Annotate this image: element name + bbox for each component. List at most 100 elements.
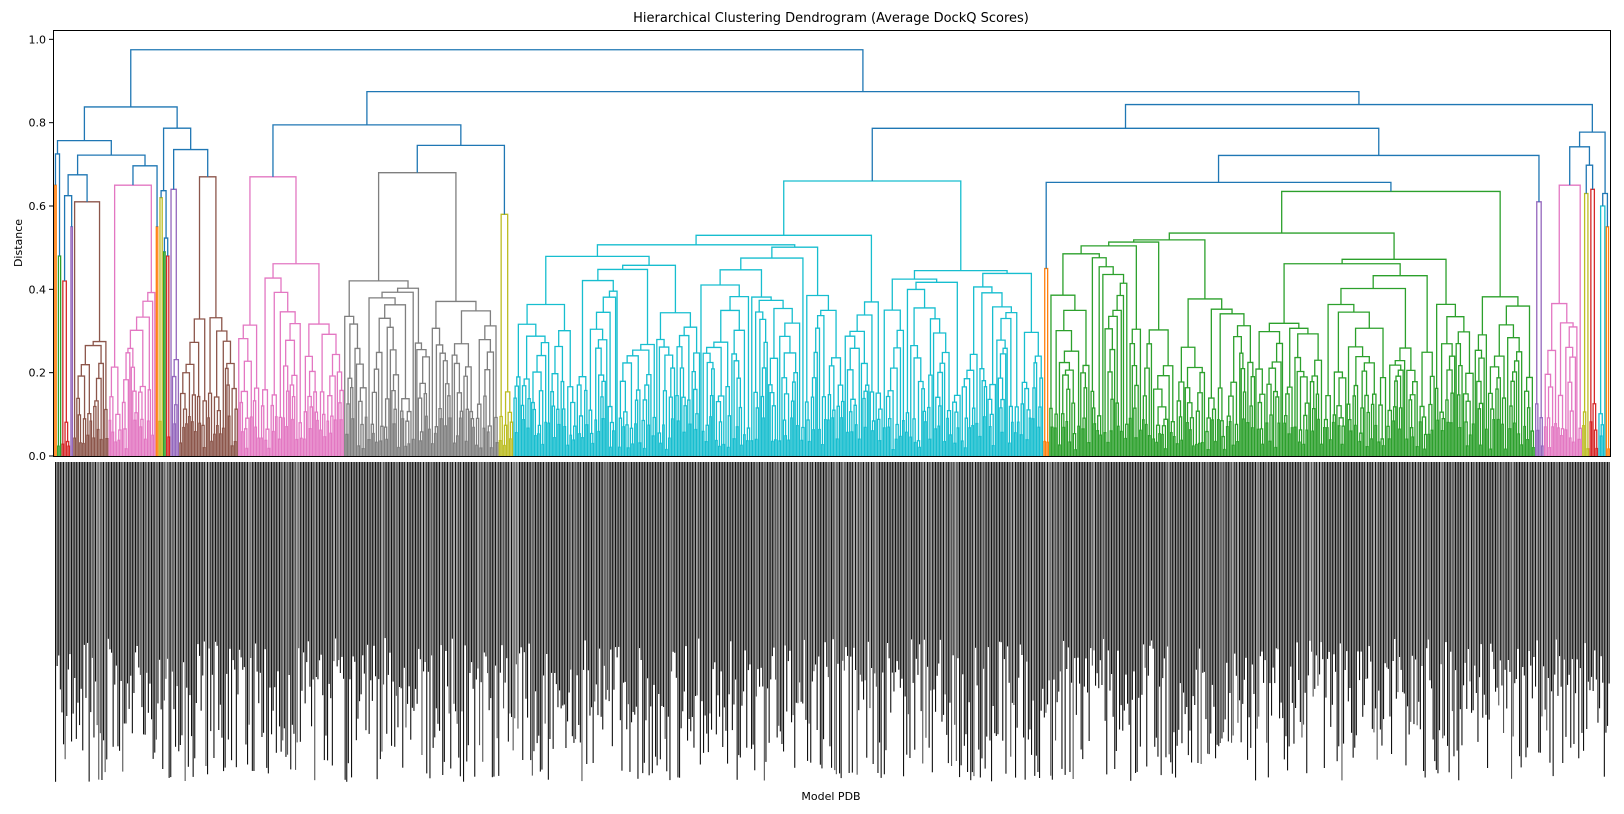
leaf-tick-label — [871, 462, 873, 668]
leaf-tick-label — [157, 462, 159, 704]
leaf-tick-label — [451, 462, 453, 639]
leaf-tick-label — [178, 462, 180, 752]
leaf-tick-label — [1461, 462, 1463, 746]
leaf-tick-label — [1426, 462, 1428, 649]
leaf-tick-label — [1309, 462, 1311, 641]
leaf-tick-label — [709, 462, 711, 714]
leaf-tick-label — [674, 462, 676, 653]
leaf-tick-label — [475, 462, 477, 680]
leaf-tick-label — [602, 462, 604, 730]
plot-frame — [53, 30, 1611, 457]
leaf-tick-label — [1408, 462, 1410, 735]
leaf-tick-label — [325, 462, 327, 736]
leaf-tick-label — [1120, 462, 1122, 706]
leaf-tick-label — [221, 462, 223, 738]
leaf-tick-label — [323, 462, 325, 761]
leaf-tick-label — [1331, 462, 1333, 705]
leaf-tick-label — [335, 462, 337, 639]
leaf-tick-label — [290, 462, 292, 770]
leaf-tick-label — [971, 462, 973, 773]
leaf-tick-label — [992, 462, 994, 706]
leaf-tick-label — [581, 462, 583, 782]
leaf-tick-label — [1031, 462, 1033, 755]
leaf-tick-label — [1418, 462, 1420, 702]
leaf-tick-label — [91, 462, 93, 658]
leaf-tick-label — [687, 462, 689, 741]
leaf-tick-label — [759, 462, 761, 687]
leaf-tick-label — [1011, 462, 1013, 703]
leaf-tick-label — [536, 462, 538, 744]
leaf-tick-label — [368, 462, 370, 734]
leaf-tick-label — [1029, 462, 1031, 730]
leaf-tick-label — [699, 462, 701, 765]
leaf-tick-label — [1415, 462, 1417, 660]
leaf-tick-label — [1147, 462, 1149, 676]
leaf-tick-label — [803, 462, 805, 640]
leaf-tick-label — [463, 462, 465, 782]
leaf-tick-label — [930, 462, 932, 691]
leaf-tick-label — [530, 462, 532, 761]
leaf-tick-label — [683, 462, 685, 692]
leaf-tick-label — [538, 462, 540, 736]
leaf-tick-label — [1301, 462, 1303, 738]
leaf-tick-label — [243, 462, 245, 668]
leaf-tick-label — [402, 462, 404, 768]
leaf-tick-label — [471, 462, 473, 663]
leaf-tick-label — [661, 462, 663, 706]
leaf-tick-label — [978, 462, 980, 750]
leaf-tick-label — [1338, 462, 1340, 747]
leaf-tick-label — [1187, 462, 1189, 756]
leaf-tick-label — [951, 462, 953, 766]
leaf-tick-label — [458, 462, 460, 758]
leaf-tick-label — [1279, 462, 1281, 719]
leaf-tick-label — [1227, 462, 1229, 742]
leaf-tick-label — [461, 462, 463, 712]
leaf-tick-label — [1133, 462, 1135, 672]
leaf-tick-label — [333, 462, 335, 662]
leaf-tick-label — [749, 462, 751, 665]
leaf-tick-label — [1248, 462, 1250, 718]
leaf-tick-label — [1607, 462, 1609, 726]
leaf-tick-label — [791, 462, 793, 723]
leaf-tick-label — [879, 462, 881, 743]
leaf-tick-label — [1373, 462, 1375, 733]
dendrogram-links-group — [54, 49, 1610, 456]
leaf-tick-label — [1352, 462, 1354, 758]
leaf-tick-label — [1213, 462, 1215, 707]
leaf-tick-label — [1442, 462, 1444, 739]
leaf-tick-label — [303, 462, 305, 653]
leaf-tick-label — [253, 462, 255, 771]
leaf-tick-label — [450, 462, 452, 769]
leaf-tick-label — [1591, 462, 1593, 677]
leaf-tick-label — [267, 462, 269, 774]
leaf-tick-label — [1402, 462, 1404, 693]
leaf-tick-label — [115, 462, 117, 666]
leaf-tick-label — [1269, 462, 1271, 684]
leaf-tick-label — [1493, 462, 1495, 670]
leaf-tick-label — [1536, 462, 1538, 641]
leaf-tick-label — [63, 462, 65, 745]
leaf-tick-label — [850, 462, 852, 657]
leaf-tick-label — [432, 462, 434, 748]
leaf-tick-label — [994, 462, 996, 734]
leaf-tick-label — [1344, 462, 1346, 670]
leaf-tick-label — [651, 462, 653, 774]
leaf-tick-label — [279, 462, 281, 727]
leaf-tick-label — [1535, 462, 1537, 687]
leaf-tick-label — [75, 462, 77, 739]
leaf-tick-label — [1282, 462, 1284, 719]
leaf-tick-label — [138, 462, 140, 668]
leaf-tick-label — [987, 462, 989, 648]
leaf-tick-label — [215, 462, 217, 642]
leaf-tick-label — [813, 462, 815, 672]
leaf-tick-label — [392, 462, 394, 682]
leaf-tick-label — [1405, 462, 1407, 766]
leaf-tick-label — [1541, 462, 1543, 717]
leaf-tick-label — [680, 462, 682, 729]
leaf-tick-label — [938, 462, 940, 664]
leaf-tick-label — [922, 462, 924, 764]
leaf-tick-label — [1499, 462, 1501, 661]
leaf-tick-label — [1056, 462, 1058, 703]
leaf-tick-label — [1035, 462, 1037, 756]
leaf-tick-label — [320, 462, 322, 655]
